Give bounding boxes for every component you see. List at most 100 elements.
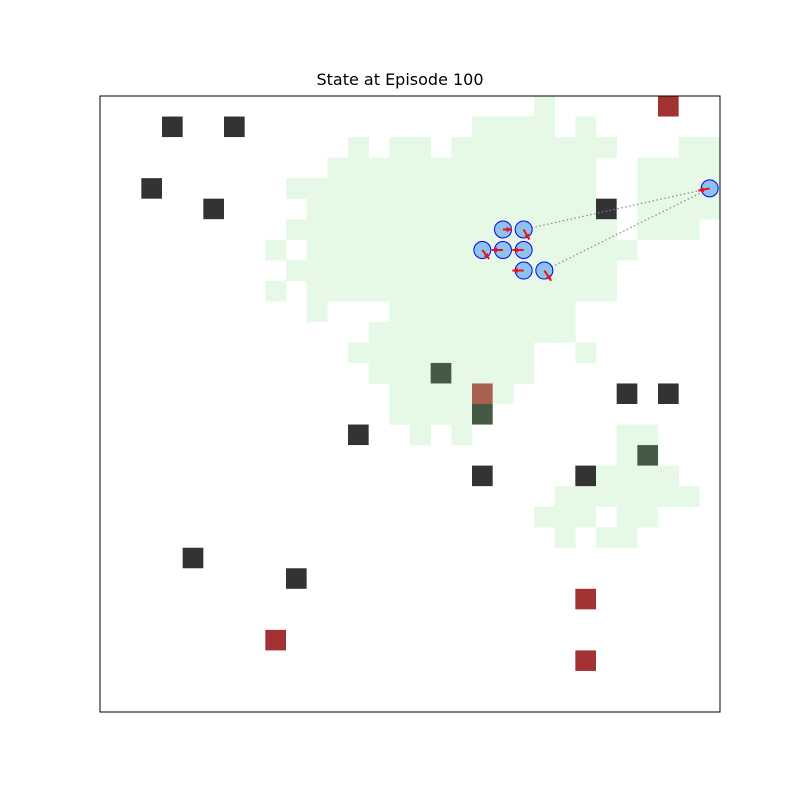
- explored-cell: [430, 321, 452, 343]
- explored-cell: [554, 301, 576, 323]
- explored-cell: [534, 219, 555, 241]
- explored-cell: [699, 198, 721, 220]
- explored-cell: [389, 178, 411, 199]
- explored-cell: [327, 157, 349, 179]
- explored-cell: [389, 239, 411, 261]
- explored-cell: [513, 116, 535, 138]
- arrow-head: [506, 226, 513, 233]
- obstacle-cell: [162, 116, 183, 138]
- explored-cell: [472, 301, 493, 323]
- explored-cell: [616, 445, 638, 466]
- explored-cell: [534, 96, 555, 117]
- agent: [512, 241, 533, 259]
- explored-cell: [575, 178, 597, 199]
- explored-cell: [451, 280, 473, 302]
- explored-cell: [410, 342, 431, 364]
- agent: [512, 261, 533, 280]
- explored-cell: [492, 137, 514, 158]
- explored-cell: [472, 137, 493, 158]
- explored-cell: [678, 198, 700, 220]
- arrow-head: [698, 187, 705, 193]
- explored-cell: [472, 178, 493, 199]
- explored-cell: [410, 198, 431, 220]
- explored-cell: [430, 239, 452, 261]
- explored-cell: [451, 424, 473, 446]
- explored-cell: [678, 486, 700, 507]
- explored-cell: [699, 157, 721, 179]
- explored-cell: [492, 301, 514, 323]
- explored-cell: [616, 239, 638, 261]
- explored-cell: [575, 239, 597, 261]
- explored-cell: [554, 157, 576, 179]
- obstacle-cell: [658, 383, 679, 404]
- explored-cell: [492, 198, 514, 220]
- explored-cell: [327, 219, 349, 241]
- explored-cell: [492, 157, 514, 179]
- explored-cell: [596, 280, 617, 302]
- explored-cell: [306, 280, 328, 302]
- explored-cell: [348, 178, 369, 199]
- explored-cell: [389, 137, 411, 158]
- explored-cell: [492, 342, 514, 364]
- explored-cell: [616, 424, 638, 446]
- explored-cell: [554, 506, 576, 528]
- explored-cell: [368, 219, 390, 241]
- explored-cell: [554, 219, 576, 241]
- explored-cell: [327, 178, 349, 199]
- explored-cell: [389, 280, 411, 302]
- explored-cell: [306, 219, 328, 241]
- explored-cell: [410, 383, 431, 405]
- explored-cell: [554, 137, 576, 158]
- agent: [514, 220, 533, 241]
- explored-cell: [368, 178, 390, 199]
- explored-cell: [451, 321, 473, 343]
- explored-cell: [410, 137, 431, 158]
- explored-cell: [554, 239, 576, 261]
- explored-cell: [410, 362, 431, 384]
- explored-cell: [306, 301, 328, 323]
- explored-cell: [327, 280, 349, 302]
- target-cell: [575, 588, 596, 610]
- obstacle-cell: [575, 465, 596, 487]
- explored-cell: [410, 219, 431, 241]
- explored-cell: [410, 424, 431, 446]
- explored-cell: [451, 301, 473, 323]
- explored-cell: [658, 157, 679, 179]
- explored-cell: [554, 198, 576, 220]
- obstacle-cell: [472, 465, 493, 487]
- agent: [491, 241, 512, 259]
- explored-cell: [637, 198, 659, 220]
- explored-cell: [616, 527, 638, 549]
- agent: [473, 241, 492, 260]
- explored-cell: [368, 198, 390, 220]
- explored-cell: [472, 362, 493, 384]
- explored-cell: [348, 137, 369, 158]
- explored-cell: [472, 260, 493, 282]
- explored-cell: [492, 383, 514, 405]
- explored-cell: [658, 465, 679, 487]
- explored-cell: [389, 383, 411, 405]
- explored-cell: [575, 137, 597, 158]
- explored-cell: [389, 404, 411, 425]
- explored-cell: [430, 280, 452, 302]
- explored-cell: [554, 178, 576, 199]
- explored-cell: [678, 178, 700, 199]
- arrow-head: [512, 267, 518, 274]
- explored-cell: [368, 239, 390, 261]
- explored-cell: [637, 486, 659, 507]
- explored-cell: [327, 260, 349, 282]
- explored-cell: [575, 260, 597, 282]
- explored-cell: [368, 260, 390, 282]
- explored-cell: [368, 342, 390, 364]
- explored-cell: [327, 198, 349, 220]
- obstacle-cell: [637, 445, 658, 466]
- explored-cell: [472, 198, 493, 220]
- obstacle-cell: [141, 178, 162, 199]
- explored-cell: [513, 362, 535, 384]
- target-cell: [472, 383, 493, 404]
- explored-cell: [616, 465, 638, 487]
- arrow-head: [491, 247, 498, 253]
- explored-cell: [430, 404, 452, 425]
- obstacle-cell: [286, 568, 307, 589]
